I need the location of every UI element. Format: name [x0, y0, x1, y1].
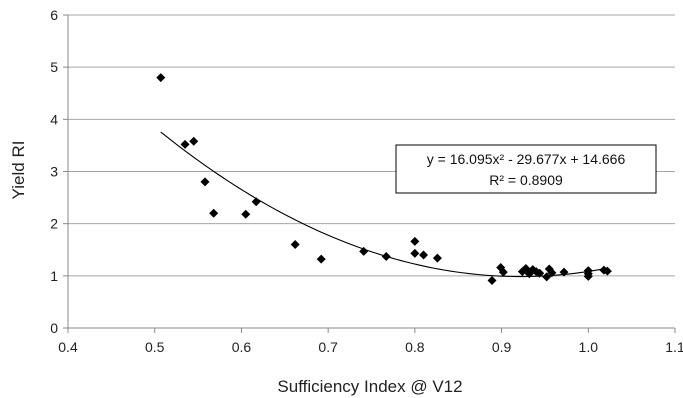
trendline-r-squared: R² = 0.8909	[489, 172, 563, 188]
x-tick-label: 0.7	[318, 339, 338, 355]
x-tick-label: 0.9	[492, 339, 512, 355]
trendline-equation: y = 16.095x² - 29.677x + 14.666	[427, 151, 626, 167]
x-tick-label: 0.6	[232, 339, 252, 355]
data-points	[156, 73, 612, 286]
x-axis-ticks: 0.4 0.5 0.6 0.7 0.8 0.9 1.0 1.1	[58, 328, 683, 355]
y-axis-title: Yield RI	[9, 141, 28, 200]
y-tick-label: 5	[50, 59, 58, 75]
y-axis-ticks: 0 1 2 3 4 5 6	[50, 7, 68, 336]
equation-box: y = 16.095x² - 29.677x + 14.666 R² = 0.8…	[395, 144, 657, 194]
data-point-diamond	[602, 266, 612, 276]
data-point-diamond	[180, 139, 190, 149]
y-tick-label: 0	[50, 320, 58, 336]
x-tick-label: 1.0	[579, 339, 599, 355]
data-point-diamond	[209, 208, 219, 218]
data-point-diamond	[241, 209, 251, 219]
data-point-diamond	[156, 73, 166, 83]
data-point-diamond	[251, 197, 261, 207]
y-tick-label: 3	[50, 164, 58, 180]
data-point-diamond	[419, 250, 429, 260]
data-point-diamond	[359, 246, 369, 256]
data-point-diamond	[381, 252, 391, 262]
gridlines	[68, 14, 675, 277]
data-point-diamond	[559, 267, 569, 277]
y-tick-label: 2	[50, 216, 58, 232]
y-tick-label: 6	[50, 7, 58, 23]
data-point-diamond	[542, 272, 552, 282]
x-tick-label: 0.5	[145, 339, 165, 355]
data-point-diamond	[189, 136, 199, 146]
x-tick-label: 0.8	[405, 339, 425, 355]
x-axis-title: Sufficiency Index @ V12	[277, 377, 462, 396]
y-tick-label: 1	[50, 268, 58, 284]
data-point-diamond	[316, 254, 326, 264]
data-point-diamond	[410, 236, 420, 246]
x-tick-label: 1.1	[665, 339, 683, 355]
data-point-diamond	[535, 268, 545, 278]
equation-box-border	[395, 144, 657, 194]
data-point-diamond	[432, 253, 442, 263]
data-point-diamond	[583, 266, 593, 276]
data-point-diamond	[487, 276, 497, 286]
data-point-diamond	[410, 248, 420, 258]
x-tick-label: 0.4	[58, 339, 78, 355]
y-tick-label: 4	[50, 111, 58, 127]
data-point-diamond	[547, 268, 557, 278]
data-point-diamond	[498, 267, 508, 277]
data-point-diamond	[200, 177, 210, 187]
data-point-diamond	[290, 240, 300, 250]
